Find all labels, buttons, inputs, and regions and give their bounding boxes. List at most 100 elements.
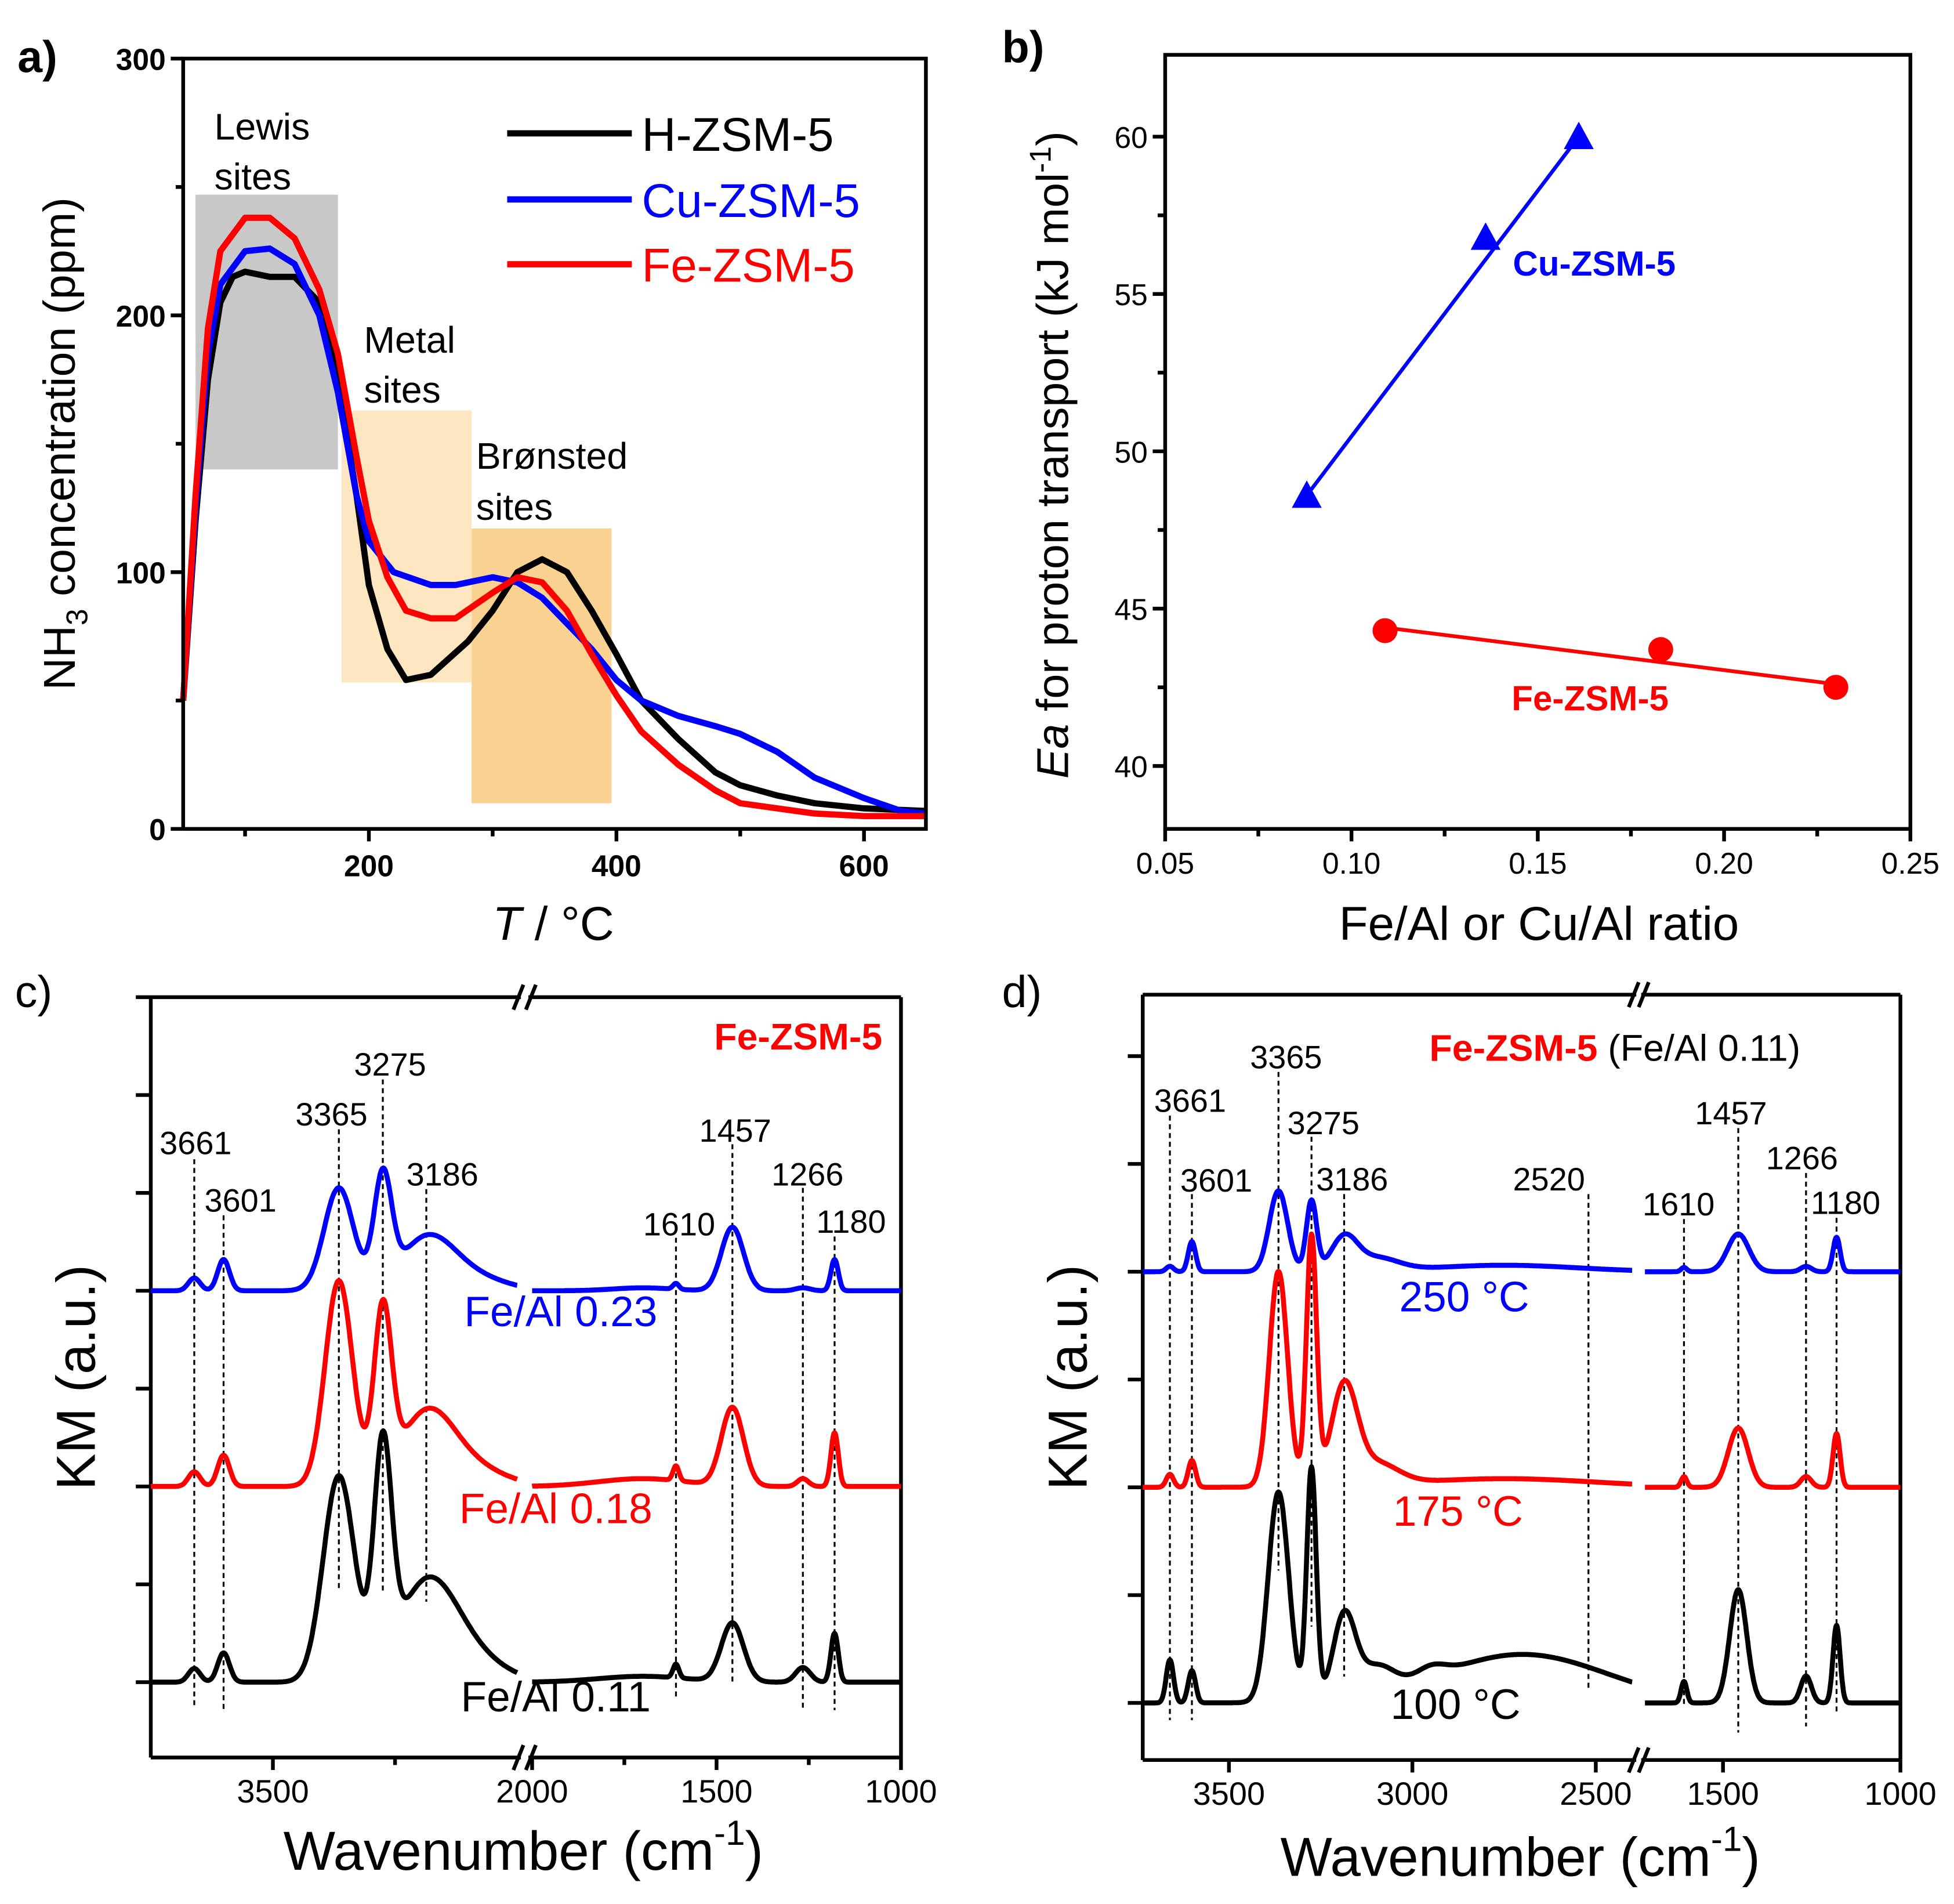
a-y-tick-label: 0 <box>149 813 166 846</box>
a-ylabel-rest: concentration (ppm) <box>35 197 85 609</box>
fit-line-fe-zsm-5 <box>1384 625 1836 686</box>
d-spectrum-175-c <box>1643 1425 1902 1490</box>
a-x-tick-label: 400 <box>592 849 641 882</box>
d-peak-label: 3365 <box>1250 1038 1322 1075</box>
d-y-axis-label: KM (a.u.) <box>1038 1265 1099 1490</box>
d-xlabel-end: ) <box>1742 1827 1760 1888</box>
c-peak-label: 1180 <box>816 1203 886 1240</box>
region-label-bronsted-1: Brønsted <box>476 435 628 477</box>
series-line-h-zsm-5 <box>180 268 926 815</box>
region-label-lewis-2: sites <box>215 156 292 198</box>
a-xlabel-italic: T <box>492 897 524 950</box>
c-spectrum-fe-al-0.11 <box>530 1620 903 1685</box>
axis-break-mark <box>512 1744 525 1771</box>
a-ylabel-main: NH <box>35 625 85 690</box>
b-y-tick-label: 40 <box>1115 750 1148 784</box>
d-xlabel: Wavenumber (cm <box>1281 1827 1711 1888</box>
c-spectrum-fe-al-0.11 <box>149 1428 519 1685</box>
c-x-tick-label: 1500 <box>680 1773 752 1809</box>
panel-label-b: b) <box>1002 22 1044 72</box>
panel-label-c: c) <box>15 967 52 1017</box>
c-title: Fe-ZSM-5 <box>714 1016 882 1058</box>
d-peak-label: 3601 <box>1180 1162 1252 1199</box>
d-x-tick-label: 1000 <box>1864 1775 1936 1812</box>
c-x-tick-label: 3500 <box>237 1773 309 1809</box>
b-y-tick-label: 55 <box>1115 278 1148 312</box>
c-x-tick-label: 2000 <box>496 1773 568 1809</box>
a-y-tick-label: 100 <box>116 556 166 590</box>
c-spectrum-fe-al-0.23 <box>530 1225 903 1294</box>
d-x-tick-label: 2500 <box>1560 1775 1632 1812</box>
d-spectrum-250-c <box>1643 1231 1902 1275</box>
axis-break-mark <box>1637 1747 1651 1773</box>
d-series-label-100: 100 °C <box>1390 1681 1520 1728</box>
c-peak-label: 3601 <box>205 1182 277 1218</box>
d-series-label-250: 250 °C <box>1400 1273 1529 1320</box>
a-y-tick-label: 200 <box>116 299 166 333</box>
b-y-axis-label: Ea for proton transport (kJ mol-1) <box>1023 131 1078 779</box>
d-peak-label: 1610 <box>1643 1186 1714 1222</box>
a-ylabel-sub: 3 <box>60 609 93 625</box>
d-peak-label: 3661 <box>1154 1083 1226 1119</box>
d-x-tick-label: 3500 <box>1193 1775 1265 1812</box>
d-peak-label: 3186 <box>1316 1161 1388 1197</box>
c-x-tick-label: 1000 <box>865 1773 937 1809</box>
c-x-axis-label: Wavenumber (cm-1) <box>284 1813 763 1882</box>
axis-break-mark <box>524 984 538 1011</box>
axis-break-mark <box>1627 981 1641 1008</box>
b-x-tick-label: 0.05 <box>1136 846 1194 880</box>
c-peak-label: 3275 <box>354 1046 426 1083</box>
c-spectrum-fe-al-0.23 <box>149 1165 519 1294</box>
axis-break-mark <box>1627 1747 1641 1773</box>
d-peak-label: 2520 <box>1513 1161 1585 1197</box>
c-spectrum-fe-al-0.18 <box>530 1405 903 1489</box>
b-label-fe-zsm5: Fe-ZSM-5 <box>1511 679 1669 718</box>
d-title-bold: Fe-ZSM-5 <box>1429 1027 1597 1069</box>
c-series-label-0.11: Fe/Al 0.11 <box>461 1674 651 1721</box>
c-spectrum-fe-al-0.18 <box>149 1278 519 1489</box>
c-peak-label: 1266 <box>771 1156 843 1192</box>
c-peak-label: 1610 <box>643 1206 715 1242</box>
c-xlabel-end: ) <box>745 1820 763 1882</box>
b-y-tick-label: 50 <box>1115 435 1148 469</box>
panel-b: 0.05 0.10 0.15 0.20 0.25 40 45 50 55 60 <box>1115 53 1940 880</box>
region-label-lewis-1: Lewis <box>215 106 310 148</box>
data-point-fe-zsm-5 <box>1648 637 1673 663</box>
region-label-bronsted-2: sites <box>476 486 553 528</box>
axis-break-mark <box>512 984 525 1011</box>
legend-label-cu-zsm5: Cu-ZSM-5 <box>642 175 860 227</box>
c-peak-label: 3186 <box>407 1156 478 1192</box>
c-y-axis-label: KM (a.u.) <box>45 1265 107 1490</box>
d-spectrum-175-c <box>1141 1231 1634 1490</box>
panel-c: 3500 2000 1500 1000 <box>136 984 937 1809</box>
data-point-cu-zsm-5 <box>1292 480 1322 508</box>
series-line-cu-zsm-5 <box>180 245 926 817</box>
d-spectrum-100-c <box>1643 1587 1902 1706</box>
d-peak-label: 1266 <box>1766 1139 1838 1176</box>
d-title-rest: (Fe/Al 0.11) <box>1597 1027 1800 1069</box>
series-line-fe-zsm-5 <box>180 215 926 820</box>
a-x-axis-label: T / °C <box>492 897 614 950</box>
region-brønsted <box>472 528 612 803</box>
b-x-tick-label: 0.25 <box>1882 846 1940 880</box>
d-x-axis-label: Wavenumber (cm-1) <box>1281 1820 1760 1888</box>
b-y-tick-label: 45 <box>1115 592 1148 626</box>
d-x-tick-label: 1500 <box>1687 1775 1759 1812</box>
c-xlabel: Wavenumber (cm <box>284 1820 714 1882</box>
a-x-tick-label: 600 <box>839 849 889 882</box>
c-peak-label: 3365 <box>295 1096 367 1132</box>
fit-line-cu-zsm-5 <box>1305 135 1580 497</box>
c-peak-label: 1457 <box>699 1112 771 1149</box>
b-label-cu-zsm5: Cu-ZSM-5 <box>1513 244 1676 283</box>
a-y-axis-label: NH3 concentration (ppm) <box>35 197 93 690</box>
data-point-fe-zsm-5 <box>1372 618 1398 643</box>
d-peak-label: 1180 <box>1811 1185 1880 1221</box>
b-x-tick-label: 0.10 <box>1322 846 1380 880</box>
b-x-tick-label: 0.15 <box>1509 846 1567 880</box>
a-y-tick-label: 300 <box>116 42 166 76</box>
data-point-cu-zsm-5 <box>1470 222 1501 250</box>
axis-break-mark <box>1637 981 1651 1008</box>
legend-label-fe-zsm5: Fe-ZSM-5 <box>642 240 855 292</box>
region-label-metal-1: Metal <box>364 319 455 361</box>
